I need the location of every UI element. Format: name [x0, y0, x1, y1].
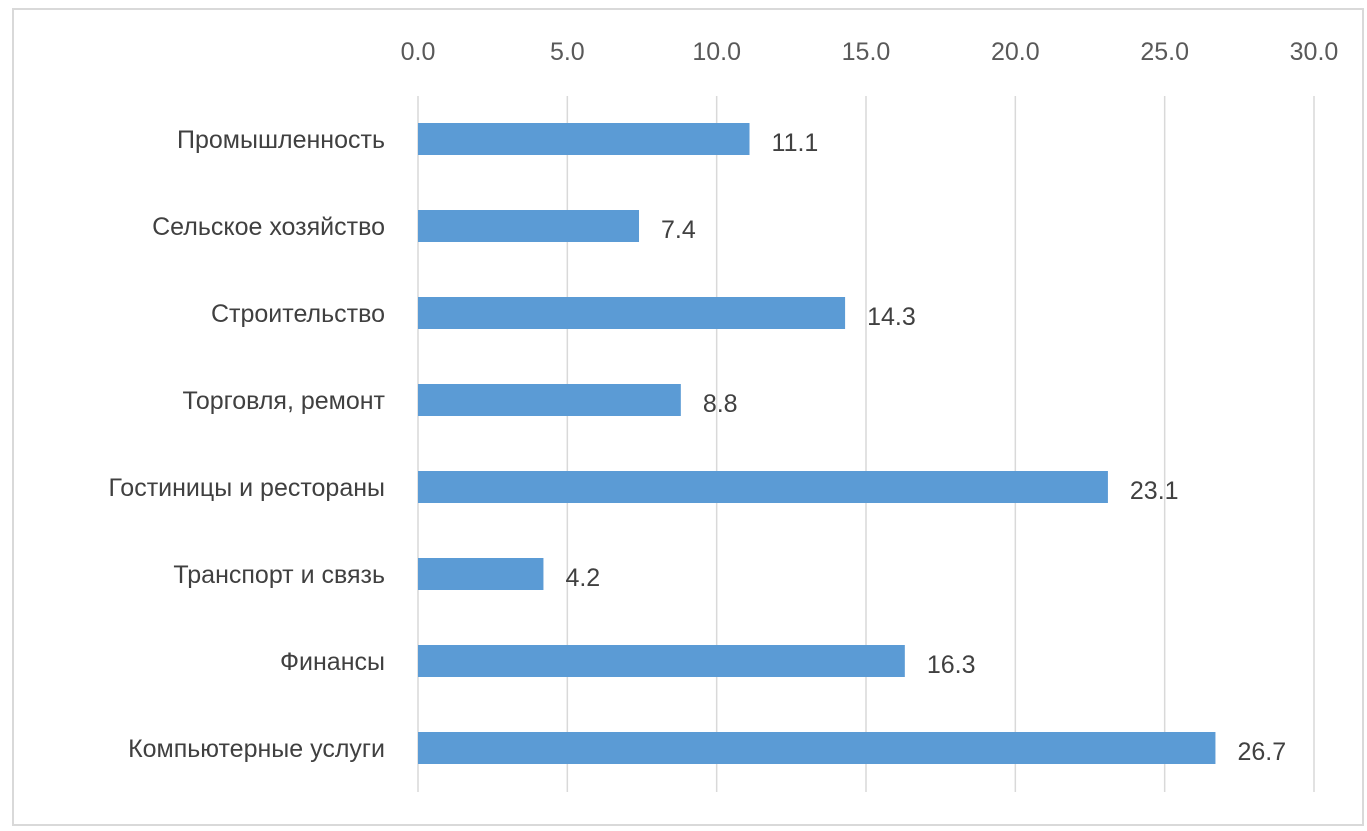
category-label: Промышленность [177, 126, 385, 154]
category-label: Сельское хозяйство [152, 213, 385, 241]
x-tick-label: 20.0 [991, 38, 1040, 66]
category-label: Гостиницы и рестораны [108, 474, 385, 502]
bar [418, 297, 846, 329]
bar [418, 384, 681, 416]
data-label: 26.7 [1237, 738, 1286, 766]
x-tick-label: 25.0 [1140, 38, 1189, 66]
data-label: 14.3 [867, 303, 916, 331]
x-tick-label: 10.0 [692, 38, 741, 66]
x-tick-label: 30.0 [1290, 38, 1339, 66]
data-label: 8.8 [703, 390, 738, 418]
bar [418, 645, 905, 677]
bar [418, 471, 1108, 503]
category-label: Строительство [211, 300, 385, 328]
bar [418, 732, 1216, 764]
category-label: Финансы [280, 648, 385, 676]
bar [418, 210, 640, 242]
category-label: Торговля, ремонт [183, 387, 386, 415]
bar [418, 558, 544, 590]
data-label: 11.1 [772, 129, 819, 157]
data-label: 7.4 [661, 216, 696, 244]
x-tick-label: 5.0 [550, 38, 585, 66]
x-tick-label: 15.0 [842, 38, 891, 66]
category-label: Компьютерные услуги [128, 735, 385, 763]
x-tick-label: 0.0 [401, 38, 436, 66]
bar [418, 123, 750, 155]
data-label: 23.1 [1130, 477, 1179, 505]
category-label: Транспорт и связь [173, 561, 385, 589]
data-label: 16.3 [927, 651, 976, 679]
data-label: 4.2 [565, 564, 600, 592]
